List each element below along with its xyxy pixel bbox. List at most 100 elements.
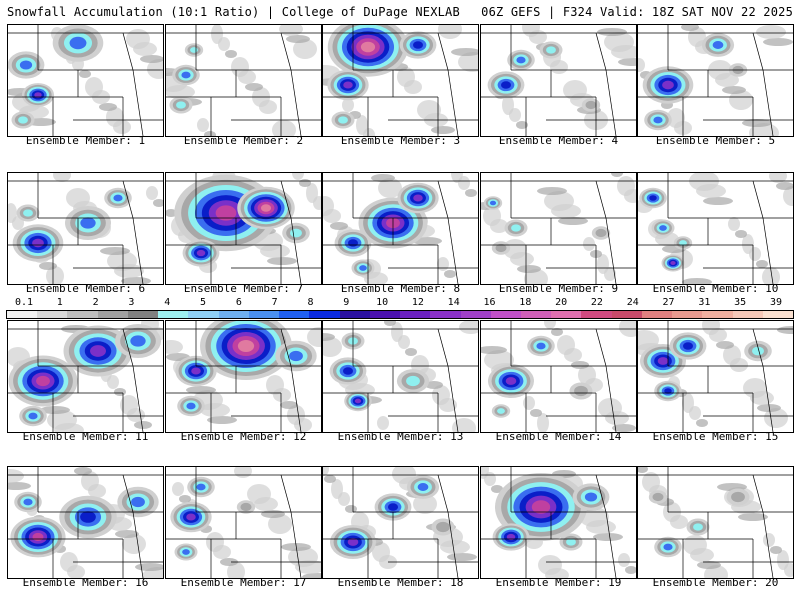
- snowfall-map: [8, 173, 163, 284]
- snowfall-colorbar: [6, 310, 794, 319]
- ensemble-member-label: Ensemble Member: 2: [183, 134, 304, 147]
- ensemble-map-panel: [480, 24, 637, 137]
- colorbar-tick-label: 9: [343, 297, 350, 308]
- colorbar-swatch: [641, 311, 673, 318]
- ensemble-map-panel: [322, 320, 479, 433]
- colorbar-tick-label: 5: [200, 297, 207, 308]
- ensemble-member-label: Ensemble Member: 8: [340, 282, 461, 295]
- colorbar-tick-label: 12: [411, 297, 424, 308]
- colorbar-swatch: [279, 311, 310, 318]
- colorbar-swatch: [581, 311, 612, 318]
- snowfall-map: [8, 321, 163, 432]
- ensemble-member-label: Ensemble Member: 9: [498, 282, 619, 295]
- snowfall-map: [323, 467, 478, 578]
- ensemble-map-panel: [7, 320, 164, 433]
- snowfall-map: [481, 467, 636, 578]
- ensemble-map-panel: [7, 172, 164, 285]
- colorbar-tick-label: 39: [769, 297, 783, 308]
- colorbar-swatch: [702, 311, 733, 318]
- colorbar-swatch: [188, 311, 219, 318]
- ensemble-map-panel: [165, 466, 322, 579]
- colorbar-swatch: [490, 311, 521, 318]
- colorbar-swatch: [339, 311, 370, 318]
- colorbar-tick-label: 4: [164, 297, 171, 308]
- colorbar-labels: 0.1 1 2 3 4 5 6 7 8 9 10 12 14 16 18 20 22 24 27 31 35 39: [6, 296, 794, 309]
- colorbar-swatch: [127, 311, 159, 318]
- colorbar-tick-label: 8: [307, 297, 314, 308]
- ensemble-member-label: Ensemble Member: 1: [25, 134, 146, 147]
- ensemble-member-label: Ensemble Member: 17: [180, 576, 307, 589]
- colorbar-swatch: [369, 311, 401, 318]
- ensemble-member-label: Ensemble Member: 18: [337, 576, 464, 589]
- snowfall-map: [481, 321, 636, 432]
- ensemble-member-label: Ensemble Member: 7: [183, 282, 304, 295]
- colorbar-swatch: [248, 311, 280, 318]
- ensemble-map-panel: [7, 24, 164, 137]
- ensemble-member-label: Ensemble Member: 6: [25, 282, 146, 295]
- snowfall-map: [638, 321, 793, 432]
- colorbar-swatch: [611, 311, 642, 318]
- ensemble-map-panel: [322, 172, 479, 285]
- snowfall-map: [323, 173, 478, 284]
- snowfall-map: [166, 321, 321, 432]
- colorbar-tick-label: 18: [519, 297, 532, 308]
- ensemble-member-label: Ensemble Member: 5: [655, 134, 776, 147]
- colorbar-tick-label: 31: [698, 297, 711, 308]
- colorbar-swatch: [430, 311, 461, 318]
- ensemble-map-panel: [165, 172, 322, 285]
- snowfall-map: [323, 25, 478, 136]
- snowfall-map: [166, 173, 321, 284]
- ensemble-map-panel: [7, 466, 164, 579]
- ensemble-map-panel: [322, 24, 479, 137]
- colorbar-tick-label: 10: [376, 297, 389, 308]
- ensemble-map-panel: [480, 172, 637, 285]
- colorbar-swatch: [520, 311, 552, 318]
- snowfall-map: [8, 25, 163, 136]
- colorbar-tick-label: 14: [447, 297, 460, 308]
- colorbar-swatch: [762, 311, 794, 318]
- map-title: Snowfall Accumulation (10:1 Ratio) | Col…: [7, 5, 460, 19]
- ensemble-map-panel: [165, 24, 322, 137]
- colorbar-tick-label: 20: [555, 297, 568, 308]
- colorbar-tick-label: 3: [128, 297, 135, 308]
- ensemble-member-label: Ensemble Member: 14: [495, 430, 622, 443]
- colorbar-swatch: [158, 311, 189, 318]
- colorbar-tick-label: 16: [483, 297, 496, 308]
- ensemble-map-panel: [637, 24, 794, 137]
- colorbar-swatch: [97, 311, 128, 318]
- ensemble-member-label: Ensemble Member: 19: [495, 576, 622, 589]
- ensemble-member-label: Ensemble Member: 15: [652, 430, 779, 443]
- colorbar-swatch: [732, 311, 763, 318]
- snowfall-map: [638, 467, 793, 578]
- ensemble-member-label: Ensemble Member: 11: [22, 430, 149, 443]
- colorbar-swatch: [37, 311, 68, 318]
- colorbar-swatch: [67, 311, 98, 318]
- snowfall-map: [481, 25, 636, 136]
- colorbar-swatch: [218, 311, 249, 318]
- ensemble-member-label: Ensemble Member: 4: [498, 134, 619, 147]
- ensemble-member-label: Ensemble Member: 12: [180, 430, 307, 443]
- snowfall-map: [166, 25, 321, 136]
- snowfall-map: [638, 173, 793, 284]
- ensemble-map-panel: [165, 320, 322, 433]
- snowfall-map: [638, 25, 793, 136]
- colorbar-tick-label: 7: [271, 297, 278, 308]
- ensemble-map-panel: [322, 466, 479, 579]
- colorbar-swatch: [7, 311, 38, 318]
- colorbar-swatch: [672, 311, 703, 318]
- snowfall-map: [166, 467, 321, 578]
- colorbar-tick-label: 1: [56, 297, 63, 308]
- ensemble-map-panel: [637, 320, 794, 433]
- colorbar-swatch: [551, 311, 582, 318]
- ensemble-member-label: Ensemble Member: 16: [22, 576, 149, 589]
- colorbar-tick-label: 35: [734, 297, 747, 308]
- colorbar-swatch: [400, 311, 431, 318]
- colorbar-tick-label: 22: [590, 297, 603, 308]
- snowfall-map: [481, 173, 636, 284]
- ensemble-member-label: Ensemble Member: 10: [652, 282, 779, 295]
- ensemble-member-label: Ensemble Member: 13: [337, 430, 464, 443]
- colorbar-swatch: [309, 311, 340, 318]
- ensemble-map-panel: [637, 466, 794, 579]
- snowfall-map: [8, 467, 163, 578]
- colorbar-tick-label: 24: [626, 297, 639, 308]
